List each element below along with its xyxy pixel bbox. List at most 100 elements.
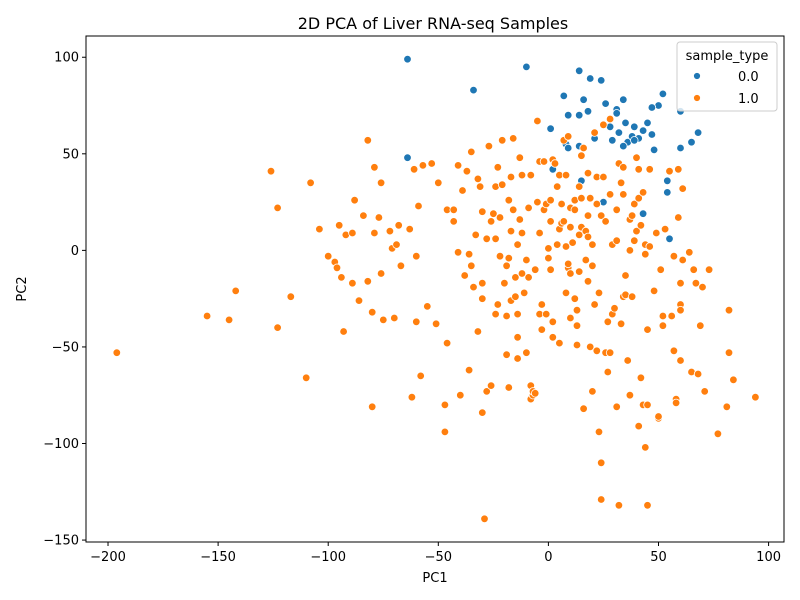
data-point-1.0-139 [544,244,553,253]
data-point-1.0-86 [493,163,502,172]
data-point-1.0-220 [616,178,626,187]
data-point-1.0-26 [368,402,377,411]
data-point-1.0-42 [412,317,421,326]
x-tick-label: 100 [756,550,781,565]
data-point-1.0-217 [614,501,624,510]
data-point-0.0-41 [403,153,412,162]
data-point-1.0-110 [515,215,524,224]
y-axis-label: PC2 [15,276,30,301]
data-point-1.0-47 [423,302,432,311]
data-point-1.0-55 [449,205,458,214]
data-point-1.0-115 [520,288,529,298]
data-point-1.0-23 [363,136,372,145]
data-point-1.0-247 [643,501,652,510]
data-point-1.0-278 [696,321,705,330]
data-point-1.0-4 [266,166,276,176]
data-point-1.0-41 [409,165,419,174]
data-point-1.0-229 [625,391,635,400]
data-point-1.0-146 [550,159,560,168]
data-point-1.0-111 [515,153,524,162]
data-point-1.0-209 [605,190,615,199]
data-point-1.0-270 [676,356,685,365]
data-point-1.0-286 [729,375,738,384]
data-point-1.0-221 [619,190,628,199]
data-point-1.0-210 [605,348,615,357]
data-point-1.0-49 [431,319,441,328]
data-point-1.0-279 [698,282,707,292]
data-point-0.0-45 [663,188,672,197]
data-point-1.0-77 [482,387,491,396]
data-point-0.0-27 [614,128,624,137]
data-point-0.0-14 [647,103,657,112]
plot-frame [85,35,785,543]
data-point-1.0-187 [586,193,595,203]
data-point-1.0-182 [581,255,590,265]
data-point-1.0-163 [566,222,575,232]
data-point-1.0-200 [597,211,606,220]
y-axis-ticks: −150 −100 −50 0 50 100 [43,51,86,549]
data-point-1.0-271 [678,255,687,265]
data-point-1.0-133 [537,300,546,309]
data-point-1.0-152 [557,199,566,209]
data-point-1.0-13 [332,263,342,272]
data-point-0.0-32 [630,136,639,145]
data-point-1.0-75 [478,408,487,417]
data-point-1.0-69 [473,174,483,184]
data-point-1.0-29 [374,213,384,222]
data-point-1.0-277 [693,369,703,379]
data-point-1.0-259 [665,166,674,176]
data-point-1.0-142 [546,217,555,226]
data-point-1.0-38 [396,261,406,270]
data-point-1.0-1 [202,311,212,321]
data-point-1.0-262 [669,252,679,261]
data-point-1.0-33 [385,226,395,236]
data-point-1.0-18 [348,228,357,238]
data-point-1.0-97 [504,195,513,205]
data-point-1.0-213 [610,304,619,313]
data-point-1.0-256 [658,321,668,330]
data-point-1.0-103 [509,134,518,143]
data-point-0.0-9 [559,91,568,101]
y-tick-label: −150 [43,534,79,549]
data-point-1.0-233 [630,199,639,209]
data-point-1.0-269 [676,306,685,315]
data-point-1.0-250 [645,242,654,251]
data-point-1.0-92 [500,279,509,288]
data-point-1.0-219 [616,319,626,328]
data-point-1.0-31 [376,178,386,187]
data-point-0.0-8 [619,95,628,104]
data-point-0.0-18 [612,109,621,118]
data-point-0.0-19 [643,118,652,128]
data-point-1.0-147 [553,240,562,249]
data-point-1.0-192 [590,128,599,137]
data-point-1.0-9 [306,178,315,187]
data-point-1.0-58 [453,161,463,170]
data-point-1.0-64 [464,249,474,259]
data-point-0.0-12 [601,99,610,108]
data-point-1.0-215 [612,402,621,411]
data-point-1.0-162 [566,313,575,323]
data-point-0.0-24 [546,124,555,133]
data-point-1.0-179 [579,143,588,153]
data-point-1.0-264 [671,398,681,408]
data-point-1.0-261 [669,346,679,355]
data-point-1.0-287 [751,393,760,402]
data-point-1.0-252 [652,228,661,238]
data-point-1.0-284 [724,306,734,315]
data-point-1.0-281 [704,265,714,274]
data-point-1.0-165 [566,269,575,278]
data-point-1.0-126 [531,265,540,274]
chart-title: 2D PCA of Liver RNA-seq Samples [298,14,568,33]
data-point-1.0-73 [478,294,487,303]
data-point-1.0-150 [555,338,564,348]
data-point-1.0-234 [632,226,641,236]
data-point-1.0-121 [526,170,535,180]
data-point-0.0-15 [575,110,584,120]
legend-marker-0 [693,72,701,80]
data-point-1.0-158 [561,242,571,251]
data-point-1.0-265 [674,213,683,222]
data-point-1.0-157 [561,170,571,180]
data-point-1.0-171 [572,340,582,350]
data-point-1.0-257 [658,311,668,321]
